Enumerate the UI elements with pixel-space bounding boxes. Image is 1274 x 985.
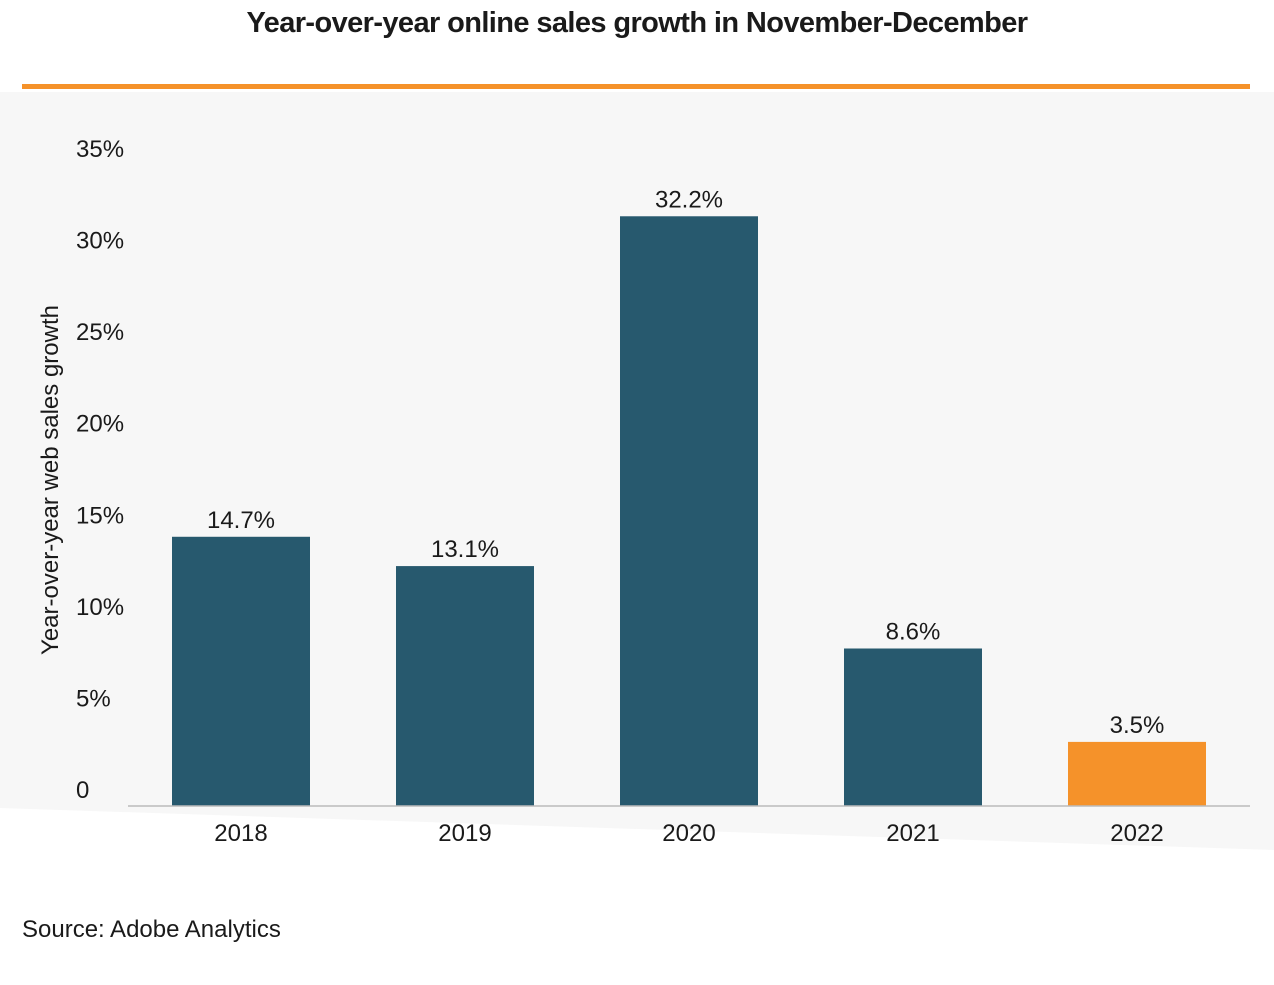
y-tick-label: 20% (76, 411, 124, 438)
y-tick-label: 10% (76, 594, 124, 621)
x-tick-label-2020: 2020 (662, 820, 715, 847)
data-label-2018: 14.7% (207, 507, 275, 534)
chart-title: Year-over-year online sales growth in No… (247, 7, 1028, 39)
bar-2019 (396, 566, 534, 806)
bar-2021 (844, 648, 982, 806)
bar-2022 (1068, 741, 1206, 806)
y-tick-label: 35% (76, 136, 124, 163)
y-tick-label: 30% (76, 228, 124, 255)
y-axis-ticks: 0 5% 10% 15% 20% 25% 30% 35% (76, 136, 124, 804)
x-tick-label-2019: 2019 (438, 820, 491, 847)
title-underline (22, 84, 1250, 89)
data-label-2020: 32.2% (655, 186, 723, 213)
bar-2020 (620, 216, 758, 806)
y-axis-label: Year-over-year web sales growth (37, 305, 64, 655)
source-note: Source: Adobe Analytics (22, 916, 281, 943)
y-tick-label: 15% (76, 502, 124, 529)
data-label-2022: 3.5% (1110, 712, 1165, 739)
y-tick-label: 25% (76, 319, 124, 346)
data-label-2021: 8.6% (886, 618, 941, 645)
bar-2018 (172, 536, 310, 806)
bar-series (172, 216, 1206, 806)
x-tick-label-2021: 2021 (886, 820, 939, 847)
x-tick-label-2018: 2018 (214, 820, 267, 847)
data-labels: 14.7% 13.1% 32.2% 8.6% 3.5% (207, 186, 1164, 739)
y-tick-label: 0 (76, 777, 89, 804)
data-label-2019: 13.1% (431, 536, 499, 563)
x-tick-label-2022: 2022 (1110, 820, 1163, 847)
x-axis-ticks: 2018 2019 2020 2021 2022 (214, 820, 1163, 847)
y-tick-label: 5% (76, 685, 111, 712)
